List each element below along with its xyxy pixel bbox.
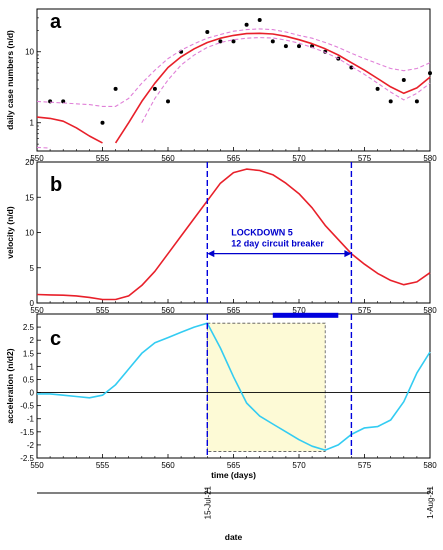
date-tick-label: 15-Jul-21 xyxy=(203,485,212,519)
panel-a: 550 555 560 565 570 575 580 1 10 daily case numbe… xyxy=(5,8,437,163)
y-axis-label: velocity (n/d) xyxy=(5,206,15,259)
x-tick-label: 575 xyxy=(358,306,372,315)
annotation-title: LOCKDOWN 5 xyxy=(231,228,292,238)
fit-line xyxy=(114,32,431,144)
x-tick-label: 550 xyxy=(30,154,44,163)
x-tick-label: 575 xyxy=(358,461,372,470)
x-tick-label: 560 xyxy=(161,306,175,315)
data-point xyxy=(61,99,66,104)
confidence-band-line xyxy=(36,28,431,107)
data-point xyxy=(310,44,315,49)
x-tick-label: 570 xyxy=(292,306,306,315)
y-tick-label: 10 xyxy=(25,229,34,238)
x-tick-label: 555 xyxy=(96,461,110,470)
x-tick-label: 580 xyxy=(423,154,437,163)
x-tick-label: 580 xyxy=(423,306,437,315)
data-point xyxy=(244,22,249,27)
y-tick-label: -0.5 xyxy=(20,402,34,411)
x-tick-label: 565 xyxy=(227,154,241,163)
data-point xyxy=(401,78,406,82)
y-tick-label: 1.5 xyxy=(23,349,35,358)
data-point xyxy=(100,120,105,125)
y-tick-label: 15 xyxy=(25,193,34,202)
arrow-head-left xyxy=(207,250,215,258)
y-tick-label: -1 xyxy=(27,415,35,424)
y-tick-label: 20 xyxy=(25,158,34,167)
data-point xyxy=(231,39,236,44)
x-tick-label: 565 xyxy=(227,461,241,470)
lockdown-bar xyxy=(272,312,339,318)
y-tick-label: 0 xyxy=(30,299,35,308)
data-point xyxy=(205,29,210,34)
panel-letter: c xyxy=(50,328,61,350)
panel-c: 550 555 560 565 570 575 580 -2.5 -2 -1.5 -1 -0.5 0 0.… xyxy=(5,312,437,480)
y-tick-label: 2 xyxy=(30,336,35,345)
data-point xyxy=(152,86,157,91)
data-point xyxy=(166,99,170,104)
y-tick-label: -1.5 xyxy=(20,428,34,437)
data-point xyxy=(113,86,118,91)
x-tick-label: 570 xyxy=(292,154,306,163)
highlight-box xyxy=(206,322,326,452)
y-tick-label: 1 xyxy=(30,362,35,371)
panel-b: 550 555 560 565 570 575 580 0 5 10 15 20 velocity (n… xyxy=(5,158,437,315)
date-axis-label: date xyxy=(225,532,243,542)
fit-line xyxy=(36,116,103,144)
y-axis-label: acceleration (n/d2) xyxy=(5,348,15,423)
x-tick-label: 550 xyxy=(30,461,44,470)
x-tick-label: 555 xyxy=(96,154,110,163)
y-tick-label: 5 xyxy=(30,264,35,273)
y-tick-label: -2.5 xyxy=(20,454,34,463)
panel-letter: a xyxy=(50,11,62,33)
confidence-band-line xyxy=(36,146,51,149)
x-tick-label: 560 xyxy=(161,461,175,470)
date-tick-label: 1-Aug-21 xyxy=(426,485,435,518)
annotation-subtitle: 12 day circuit breaker xyxy=(231,239,324,249)
series-line xyxy=(36,168,431,301)
plot-frame xyxy=(36,8,431,152)
confidence-band-line xyxy=(141,37,431,123)
arrow-head-right xyxy=(344,250,352,258)
x-tick-label: 575 xyxy=(358,154,372,163)
x-tick-label: 560 xyxy=(161,154,175,163)
data-point xyxy=(428,71,432,76)
x-tick-label: 570 xyxy=(292,461,306,470)
x-tick-label: 580 xyxy=(423,461,437,470)
x-axis-label: time (days) xyxy=(211,470,256,480)
y-tick-label: 10 xyxy=(25,48,34,57)
date-axis: 15-Jul-21 1-Aug-21 date xyxy=(37,485,435,542)
y-tick-label: -2 xyxy=(27,441,35,450)
y-axis-label: daily case numbers (n/d) xyxy=(5,30,15,130)
data-point xyxy=(283,44,288,49)
data-point xyxy=(414,99,419,104)
y-tick-label: 0 xyxy=(30,389,35,398)
data-point xyxy=(218,39,223,44)
panel-letter: b xyxy=(50,174,62,196)
y-tick-label: 0.5 xyxy=(23,375,35,384)
data-point xyxy=(297,44,301,49)
series-line xyxy=(37,322,431,451)
x-tick-label: 565 xyxy=(227,306,241,315)
data-point xyxy=(388,99,393,104)
data-point xyxy=(375,86,380,91)
x-tick-label: 550 xyxy=(30,306,44,315)
data-point xyxy=(257,17,262,22)
y-tick-label: 1 xyxy=(30,119,35,128)
x-tick-label: 555 xyxy=(96,306,110,315)
y-tick-label: 2.5 xyxy=(23,323,35,332)
data-point xyxy=(270,39,275,44)
